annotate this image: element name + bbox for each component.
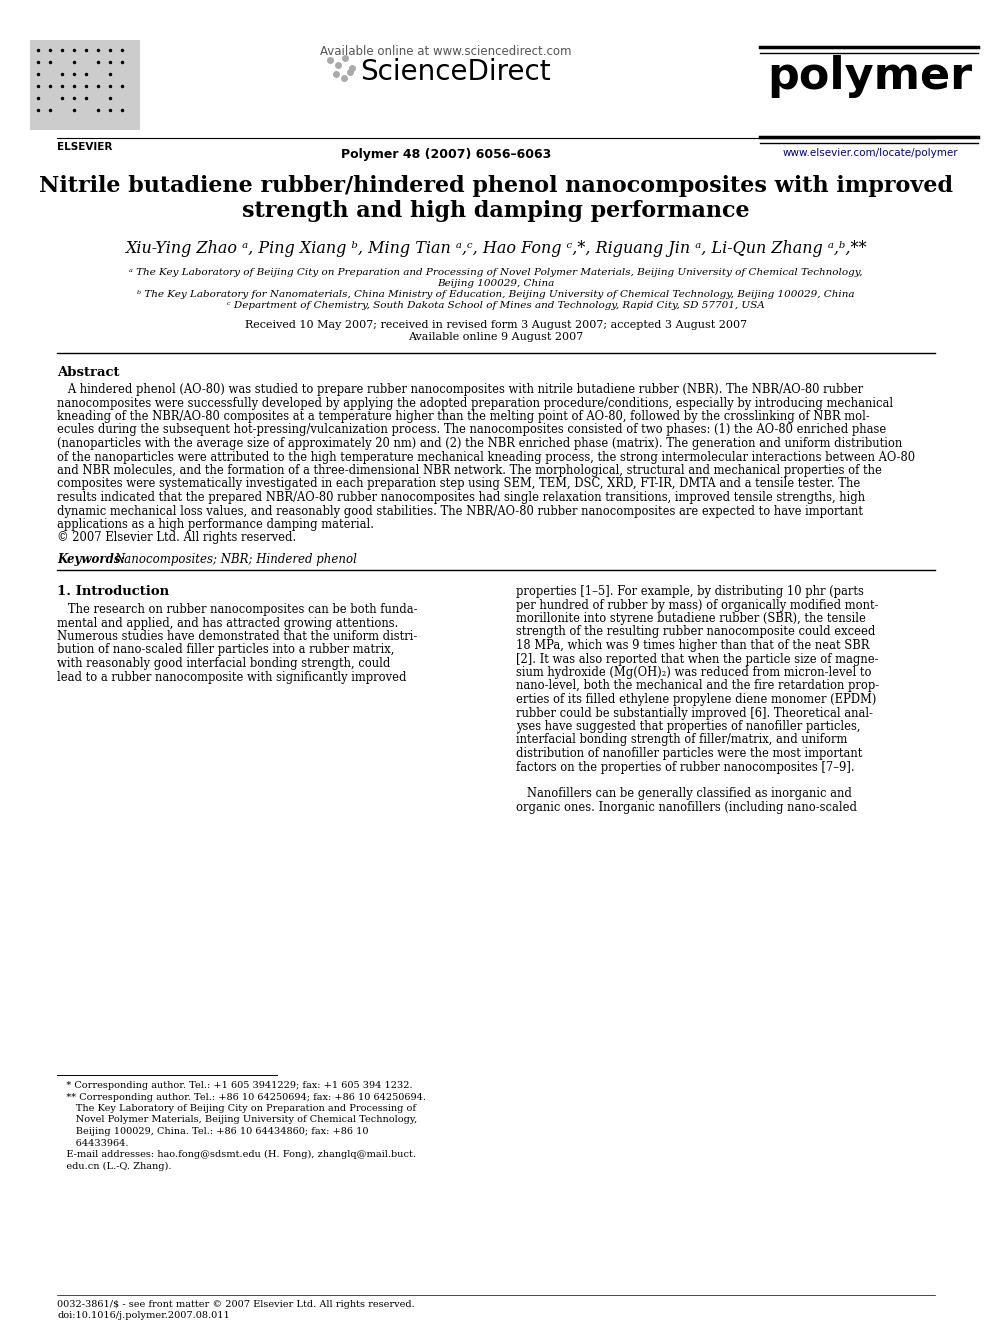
Text: 64433964.: 64433964. xyxy=(57,1139,129,1147)
Text: www.elsevier.com/locate/polymer: www.elsevier.com/locate/polymer xyxy=(782,148,958,157)
Text: * Corresponding author. Tel.: +1 605 3941229; fax: +1 605 394 1232.: * Corresponding author. Tel.: +1 605 394… xyxy=(57,1081,413,1090)
Text: Abstract: Abstract xyxy=(57,366,119,378)
Text: strength of the resulting rubber nanocomposite could exceed: strength of the resulting rubber nanocom… xyxy=(516,626,875,639)
Text: Beijing 100029, China. Tel.: +86 10 64434860; fax: +86 10: Beijing 100029, China. Tel.: +86 10 6443… xyxy=(57,1127,368,1136)
Text: strength and high damping performance: strength and high damping performance xyxy=(242,200,750,222)
Text: factors on the properties of rubber nanocomposites [7–9].: factors on the properties of rubber nano… xyxy=(516,761,855,774)
Text: applications as a high performance damping material.: applications as a high performance dampi… xyxy=(57,519,374,531)
Text: lead to a rubber nanocomposite with significantly improved: lead to a rubber nanocomposite with sign… xyxy=(57,671,407,684)
Text: mental and applied, and has attracted growing attentions.: mental and applied, and has attracted gr… xyxy=(57,617,399,630)
Text: and NBR molecules, and the formation of a three-dimensional NBR network. The mor: and NBR molecules, and the formation of … xyxy=(57,464,882,478)
Text: dynamic mechanical loss values, and reasonably good stabilities. The NBR/AO-80 r: dynamic mechanical loss values, and reas… xyxy=(57,504,863,517)
Text: The research on rubber nanocomposites can be both funda-: The research on rubber nanocomposites ca… xyxy=(57,603,418,617)
Text: sium hydroxide (Mg(OH)₂) was reduced from micron-level to: sium hydroxide (Mg(OH)₂) was reduced fro… xyxy=(516,665,872,679)
Text: The Key Laboratory of Beijing City on Preparation and Processing of: The Key Laboratory of Beijing City on Pr… xyxy=(57,1103,416,1113)
Text: ** Corresponding author. Tel.: +86 10 64250694; fax: +86 10 64250694.: ** Corresponding author. Tel.: +86 10 64… xyxy=(57,1093,426,1102)
Text: interfacial bonding strength of filler/matrix, and uniform: interfacial bonding strength of filler/m… xyxy=(516,733,847,746)
Text: ScienceDirect: ScienceDirect xyxy=(360,58,551,86)
Text: morillonite into styrene butadiene rubber (SBR), the tensile: morillonite into styrene butadiene rubbe… xyxy=(516,613,866,624)
Text: Received 10 May 2007; received in revised form 3 August 2007; accepted 3 August : Received 10 May 2007; received in revise… xyxy=(245,320,747,329)
Text: ecules during the subsequent hot-pressing/vulcanization process. The nanocomposi: ecules during the subsequent hot-pressin… xyxy=(57,423,886,437)
Text: bution of nano-scaled filler particles into a rubber matrix,: bution of nano-scaled filler particles i… xyxy=(57,643,395,656)
Text: of the nanoparticles were attributed to the high temperature mechanical kneading: of the nanoparticles were attributed to … xyxy=(57,451,916,463)
Text: A hindered phenol (AO-80) was studied to prepare rubber nanocomposites with nitr: A hindered phenol (AO-80) was studied to… xyxy=(57,382,863,396)
Text: nanocomposites were successfully developed by applying the adopted preparation p: nanocomposites were successfully develop… xyxy=(57,397,893,410)
Bar xyxy=(30,40,140,130)
Text: Nanofillers can be generally classified as inorganic and: Nanofillers can be generally classified … xyxy=(516,787,852,800)
Text: properties [1–5]. For example, by distributing 10 phr (parts: properties [1–5]. For example, by distri… xyxy=(516,585,864,598)
Text: Nitrile butadiene rubber/hindered phenol nanocomposites with improved: Nitrile butadiene rubber/hindered phenol… xyxy=(39,175,953,197)
Text: © 2007 Elsevier Ltd. All rights reserved.: © 2007 Elsevier Ltd. All rights reserved… xyxy=(57,532,297,545)
Text: 0032-3861/$ - see front matter © 2007 Elsevier Ltd. All rights reserved.: 0032-3861/$ - see front matter © 2007 El… xyxy=(57,1301,415,1308)
Text: Xiu-Ying Zhao ᵃ, Ping Xiang ᵇ, Ming Tian ᵃ,ᶜ, Hao Fong ᶜ,*, Riguang Jin ᵃ, Li-Qu: Xiu-Ying Zhao ᵃ, Ping Xiang ᵇ, Ming Tian… xyxy=(125,239,867,257)
Text: (nanoparticles with the average size of approximately 20 nm) and (2) the NBR enr: (nanoparticles with the average size of … xyxy=(57,437,903,450)
Text: organic ones. Inorganic nanofillers (including nano-scaled: organic ones. Inorganic nanofillers (inc… xyxy=(516,800,857,814)
Text: distribution of nanofiller particles were the most important: distribution of nanofiller particles wer… xyxy=(516,747,862,759)
Text: Polymer 48 (2007) 6056–6063: Polymer 48 (2007) 6056–6063 xyxy=(341,148,552,161)
Text: Nanocomposites; NBR; Hindered phenol: Nanocomposites; NBR; Hindered phenol xyxy=(114,553,357,566)
Text: E-mail addresses: hao.fong@sdsmt.edu (H. Fong), zhanglq@mail.buct.: E-mail addresses: hao.fong@sdsmt.edu (H.… xyxy=(57,1150,416,1159)
Text: ELSEVIER: ELSEVIER xyxy=(58,142,113,152)
Text: doi:10.1016/j.polymer.2007.08.011: doi:10.1016/j.polymer.2007.08.011 xyxy=(57,1311,230,1320)
Text: rubber could be substantially improved [6]. Theoretical anal-: rubber could be substantially improved [… xyxy=(516,706,873,720)
Text: ᵃ The Key Laboratory of Beijing City on Preparation and Processing of Novel Poly: ᵃ The Key Laboratory of Beijing City on … xyxy=(129,269,863,277)
Text: yses have suggested that properties of nanofiller particles,: yses have suggested that properties of n… xyxy=(516,720,860,733)
Text: Beijing 100029, China: Beijing 100029, China xyxy=(437,279,555,288)
Text: [2]. It was also reported that when the particle size of magne-: [2]. It was also reported that when the … xyxy=(516,652,879,665)
Text: Novel Polymer Materials, Beijing University of Chemical Technology,: Novel Polymer Materials, Beijing Univers… xyxy=(57,1115,418,1125)
Text: kneading of the NBR/AO-80 composites at a temperature higher than the melting po: kneading of the NBR/AO-80 composites at … xyxy=(57,410,870,423)
Text: ᶜ Department of Chemistry, South Dakota School of Mines and Technology, Rapid Ci: ᶜ Department of Chemistry, South Dakota … xyxy=(227,302,765,310)
Text: results indicated that the prepared NBR/AO-80 rubber nanocomposites had single r: results indicated that the prepared NBR/… xyxy=(57,491,865,504)
Text: Keywords:: Keywords: xyxy=(57,553,129,566)
Text: erties of its filled ethylene propylene diene monomer (EPDM): erties of its filled ethylene propylene … xyxy=(516,693,876,706)
Text: ᵇ The Key Laboratory for Nanomaterials, China Ministry of Education, Beijing Uni: ᵇ The Key Laboratory for Nanomaterials, … xyxy=(137,290,855,299)
Text: nano-level, both the mechanical and the fire retardation prop-: nano-level, both the mechanical and the … xyxy=(516,680,879,692)
Text: edu.cn (L.-Q. Zhang).: edu.cn (L.-Q. Zhang). xyxy=(57,1162,172,1171)
Text: 18 MPa, which was 9 times higher than that of the neat SBR: 18 MPa, which was 9 times higher than th… xyxy=(516,639,870,652)
Text: polymer: polymer xyxy=(768,56,972,98)
Text: per hundred of rubber by mass) of organically modified mont-: per hundred of rubber by mass) of organi… xyxy=(516,598,879,611)
Text: Numerous studies have demonstrated that the uniform distri-: Numerous studies have demonstrated that … xyxy=(57,630,418,643)
Text: Available online at www.sciencedirect.com: Available online at www.sciencedirect.co… xyxy=(320,45,571,58)
Text: with reasonably good interfacial bonding strength, could: with reasonably good interfacial bonding… xyxy=(57,658,391,669)
Text: composites were systematically investigated in each preparation step using SEM, : composites were systematically investiga… xyxy=(57,478,860,491)
Text: Available online 9 August 2007: Available online 9 August 2007 xyxy=(409,332,583,343)
Text: 1. Introduction: 1. Introduction xyxy=(57,585,169,598)
